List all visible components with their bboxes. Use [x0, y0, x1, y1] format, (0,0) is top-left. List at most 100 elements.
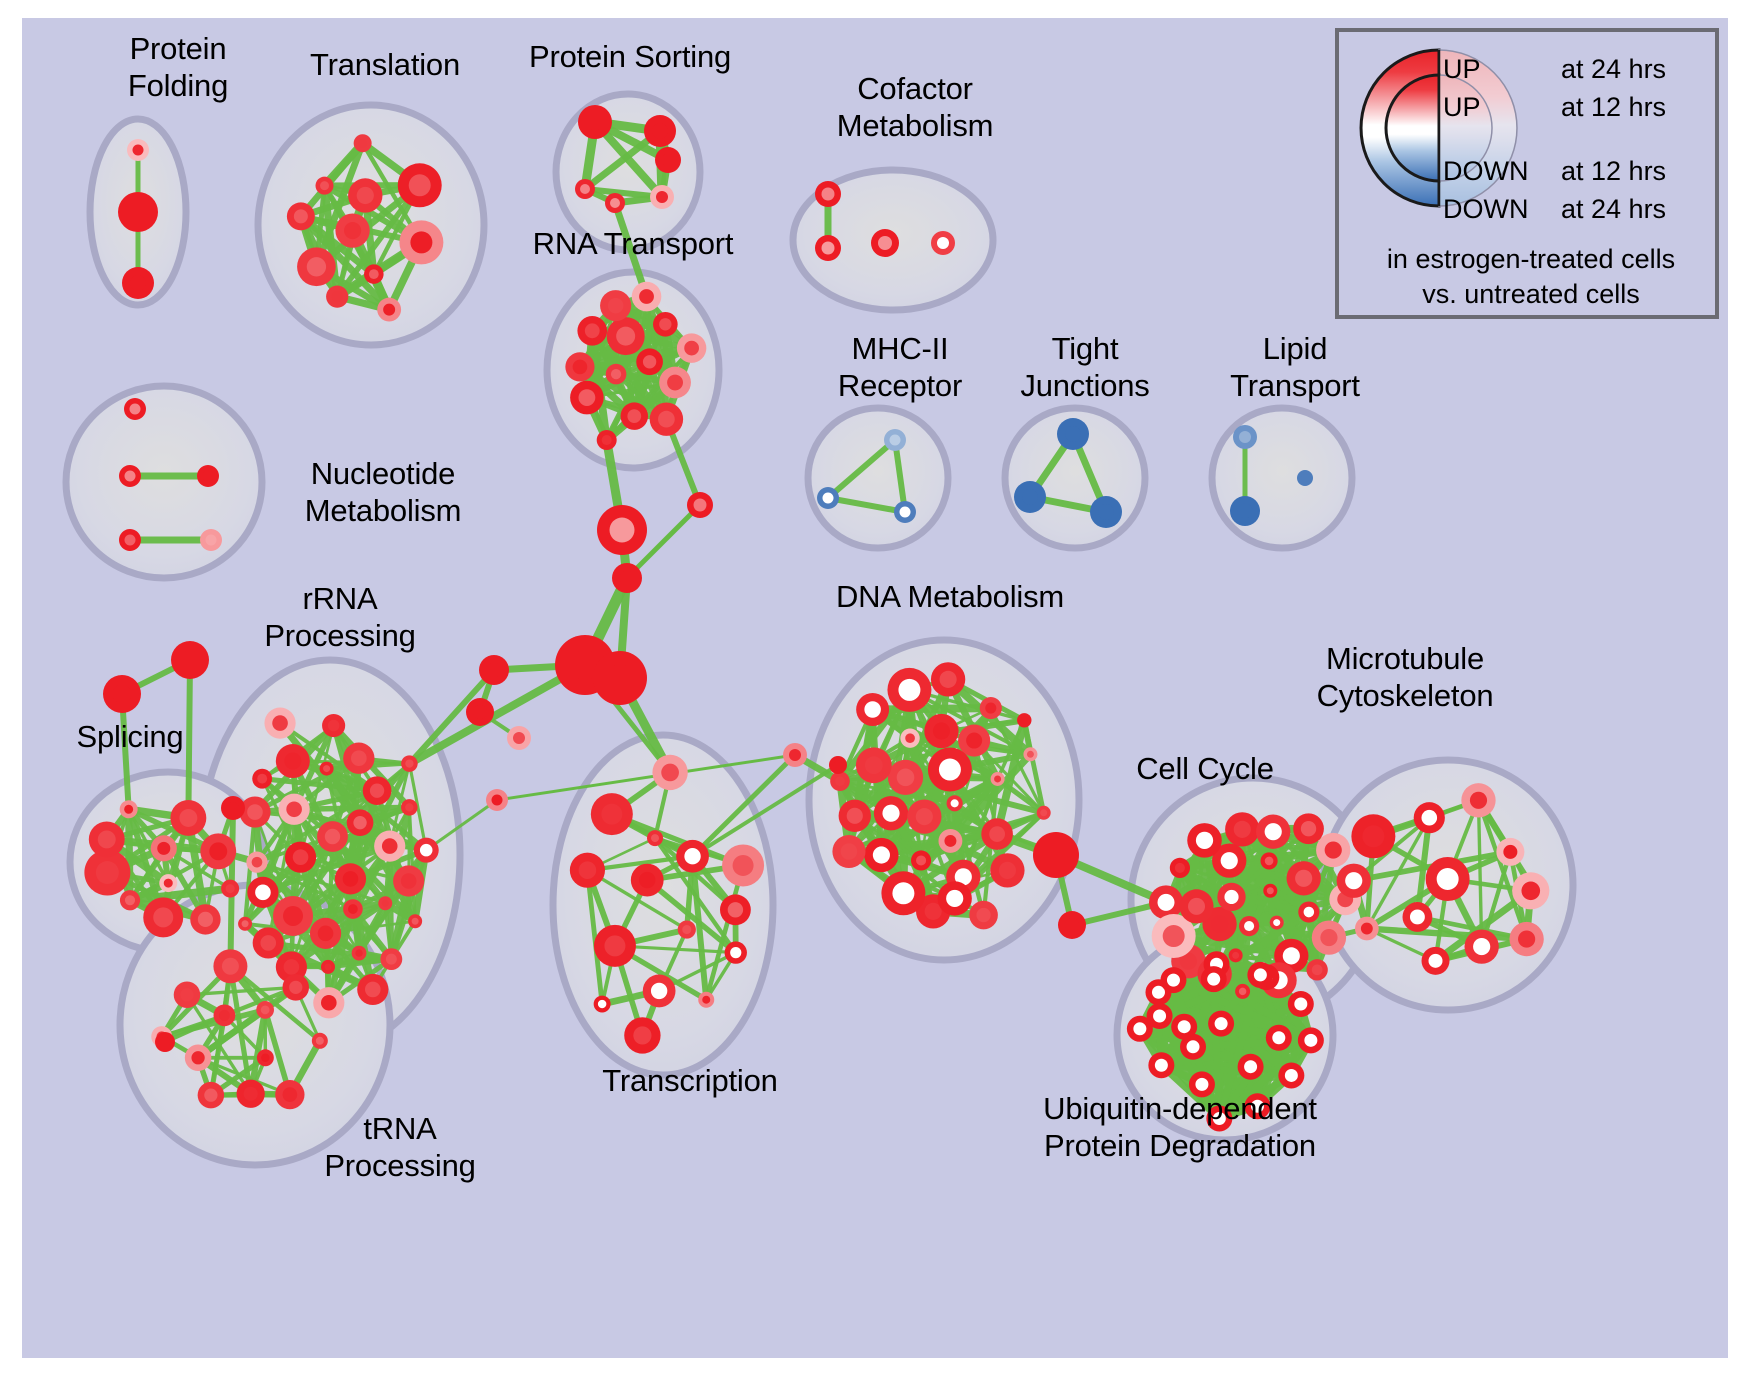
network-node[interactable]	[927, 747, 972, 792]
network-node[interactable]	[630, 863, 664, 897]
network-node[interactable]	[1297, 470, 1313, 486]
network-node[interactable]	[636, 348, 663, 376]
network-node[interactable]	[1233, 425, 1257, 449]
network-node[interactable]	[1200, 966, 1227, 993]
network-node[interactable]	[817, 487, 839, 509]
network-node[interactable]	[200, 833, 237, 870]
network-node[interactable]	[887, 667, 932, 712]
network-node[interactable]	[124, 398, 146, 420]
network-node[interactable]	[486, 789, 508, 811]
network-node[interactable]	[1316, 832, 1351, 868]
network-node[interactable]	[159, 874, 178, 893]
network-node[interactable]	[1298, 901, 1320, 923]
network-node[interactable]	[1151, 914, 1196, 959]
network-node[interactable]	[1354, 916, 1379, 941]
network-node[interactable]	[122, 267, 154, 299]
network-node[interactable]	[990, 771, 1005, 786]
network-node[interactable]	[969, 900, 998, 930]
network-node[interactable]	[377, 297, 402, 322]
network-node[interactable]	[1425, 857, 1470, 902]
network-node[interactable]	[127, 139, 149, 161]
network-node[interactable]	[624, 1017, 661, 1054]
network-node[interactable]	[311, 1032, 328, 1049]
network-node[interactable]	[173, 981, 201, 1009]
network-node[interactable]	[297, 247, 336, 287]
network-node[interactable]	[590, 793, 633, 836]
network-node[interactable]	[1461, 783, 1496, 818]
network-node[interactable]	[479, 655, 509, 685]
cluster-region-nucleotide-metabolism[interactable]	[62, 382, 266, 582]
network-node[interactable]	[221, 796, 245, 820]
network-node[interactable]	[1188, 1071, 1215, 1098]
network-node[interactable]	[979, 697, 1002, 720]
network-node[interactable]	[348, 178, 383, 213]
network-node[interactable]	[171, 641, 209, 679]
network-node[interactable]	[829, 756, 847, 774]
network-node[interactable]	[252, 927, 284, 959]
network-node[interactable]	[938, 829, 963, 853]
network-node[interactable]	[273, 895, 314, 936]
network-node[interactable]	[1464, 929, 1499, 964]
network-node[interactable]	[326, 285, 349, 308]
network-node[interactable]	[1306, 959, 1328, 981]
network-node[interactable]	[687, 492, 713, 518]
network-node[interactable]	[1509, 921, 1544, 957]
network-node[interactable]	[1421, 946, 1450, 975]
network-node[interactable]	[1230, 496, 1260, 526]
network-node[interactable]	[838, 799, 871, 833]
network-node[interactable]	[1187, 823, 1222, 858]
network-node[interactable]	[1212, 843, 1247, 878]
network-node[interactable]	[578, 105, 612, 139]
network-node[interactable]	[593, 651, 647, 705]
network-node[interactable]	[946, 795, 963, 812]
network-node[interactable]	[357, 973, 389, 1006]
network-node[interactable]	[256, 1001, 275, 1019]
network-node[interactable]	[676, 333, 707, 363]
network-node[interactable]	[620, 402, 649, 430]
network-node[interactable]	[1260, 852, 1278, 870]
network-node[interactable]	[830, 771, 850, 792]
network-node[interactable]	[322, 713, 346, 738]
network-node[interactable]	[170, 800, 207, 836]
network-node[interactable]	[213, 949, 248, 984]
network-node[interactable]	[907, 799, 942, 834]
network-node[interactable]	[1496, 837, 1525, 866]
network-node[interactable]	[631, 281, 662, 312]
network-node[interactable]	[577, 315, 608, 346]
network-node[interactable]	[1014, 481, 1046, 513]
network-node[interactable]	[1237, 1053, 1264, 1080]
network-node[interactable]	[1148, 1052, 1175, 1079]
network-node[interactable]	[1351, 814, 1396, 859]
network-node[interactable]	[1180, 1033, 1207, 1060]
network-node[interactable]	[393, 865, 425, 897]
network-node[interactable]	[1336, 863, 1371, 898]
network-node[interactable]	[596, 430, 617, 451]
network-node[interactable]	[84, 849, 131, 896]
network-node[interactable]	[286, 202, 315, 231]
network-node[interactable]	[1057, 418, 1089, 450]
network-node[interactable]	[1146, 1003, 1173, 1030]
network-node[interactable]	[335, 213, 370, 248]
network-node[interactable]	[155, 1032, 175, 1052]
network-node[interactable]	[931, 231, 955, 255]
network-node[interactable]	[677, 920, 696, 939]
network-node[interactable]	[334, 863, 367, 895]
network-node[interactable]	[990, 853, 1025, 888]
network-node[interactable]	[309, 917, 342, 949]
network-node[interactable]	[575, 179, 595, 199]
network-node[interactable]	[724, 941, 747, 964]
network-node[interactable]	[593, 995, 611, 1013]
network-node[interactable]	[88, 821, 125, 858]
network-node[interactable]	[1169, 857, 1191, 878]
network-node[interactable]	[1263, 883, 1278, 898]
network-node[interactable]	[815, 235, 841, 261]
network-node[interactable]	[981, 818, 1013, 850]
network-node[interactable]	[119, 800, 138, 819]
network-node[interactable]	[315, 176, 334, 195]
network-node[interactable]	[873, 796, 909, 831]
network-node[interactable]	[408, 914, 423, 929]
network-node[interactable]	[190, 904, 221, 935]
network-node[interactable]	[924, 713, 959, 749]
network-node[interactable]	[1269, 915, 1284, 930]
network-node[interactable]	[236, 1079, 265, 1108]
